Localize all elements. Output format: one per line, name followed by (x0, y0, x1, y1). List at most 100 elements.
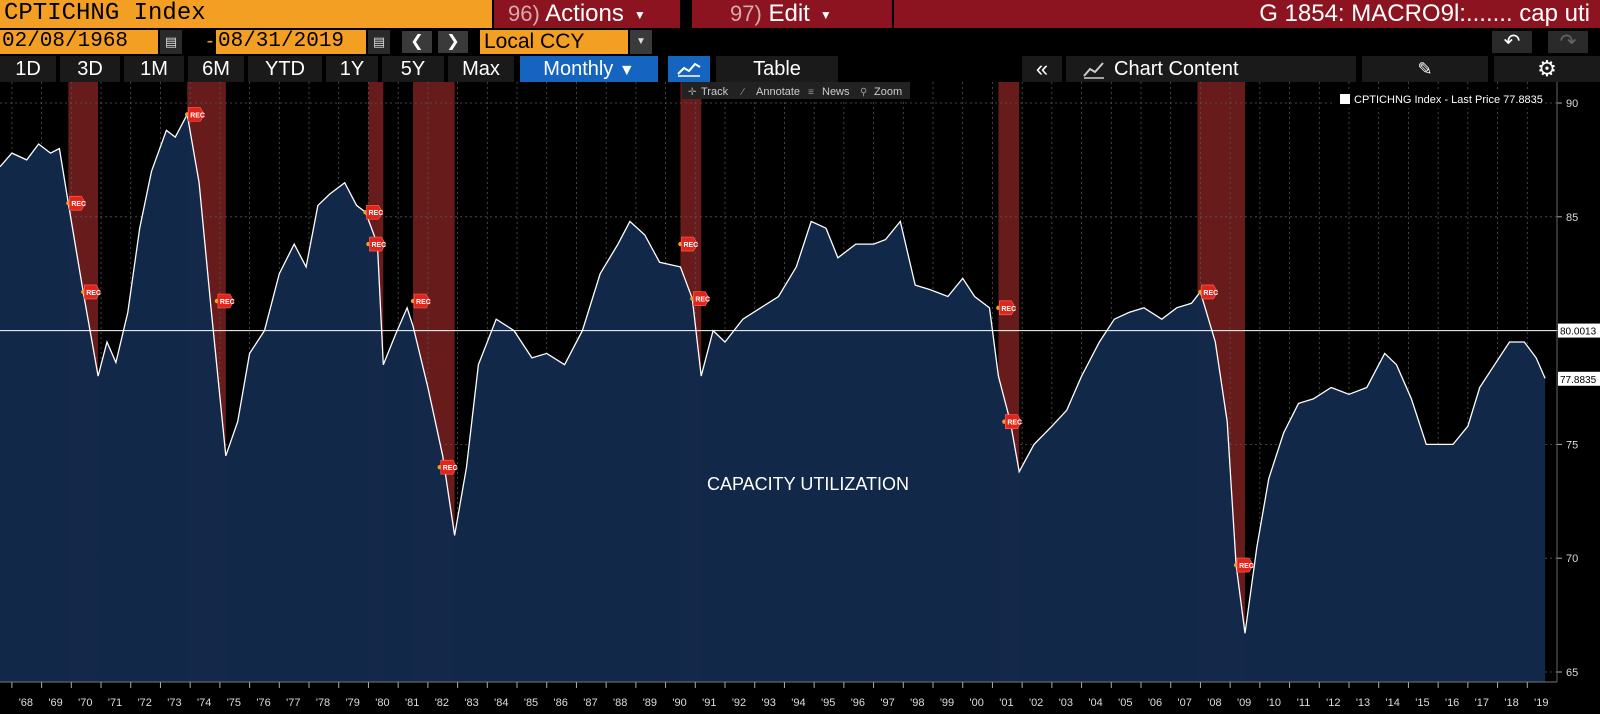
rec-marker-flag (693, 291, 710, 307)
x-tick-label: '87 (583, 697, 597, 709)
edit-number: 97) (730, 1, 762, 26)
calendar-icon[interactable]: ▤ (368, 30, 390, 54)
rec-marker[interactable]: REC (366, 236, 386, 252)
x-tick-label: '10 (1267, 697, 1281, 709)
chevron-right-icon[interactable]: ❯ (438, 31, 468, 53)
track-tool[interactable]: Track (701, 86, 729, 98)
period-1y-tab[interactable]: 1Y (326, 56, 378, 82)
period-1m-tab[interactable]: 1M (124, 56, 184, 82)
x-tick-label: '08 (1207, 697, 1221, 709)
actions-menu-button[interactable]: 96) Actions ▼ (494, 0, 680, 28)
crosshair-icon: ✛ (688, 87, 697, 98)
x-tick-label: '95 (821, 697, 835, 709)
rec-marker-label: REC (695, 297, 710, 304)
chart-content-button[interactable]: Chart Content (1066, 56, 1356, 82)
undo-icon[interactable]: ↶ (1492, 31, 1532, 53)
x-tick-label: '79 (346, 697, 360, 709)
start-date-field[interactable]: 02/08/1968 (0, 30, 158, 54)
rec-marker-flag (187, 107, 205, 122)
rec-marker[interactable]: REC (996, 300, 1016, 316)
edit-label: Edit (768, 0, 810, 27)
y-tick-label: 70 (1566, 553, 1578, 565)
edit-menu-button[interactable]: 97) Edit ▼ (692, 0, 892, 28)
rec-marker[interactable]: REC (437, 459, 458, 475)
redo-icon[interactable]: ↷ (1548, 31, 1588, 53)
x-tick-label: '03 (1059, 697, 1073, 709)
x-tick-label: '68 (19, 697, 33, 709)
x-tick-label: '19 (1534, 697, 1548, 709)
annotate-tool[interactable]: Annotate (756, 86, 800, 98)
legend-label: CPTICHNG Index - Last Price 77.8835 (1354, 94, 1543, 106)
x-tick-label: '02 (1029, 697, 1043, 709)
rec-marker-label: REC (371, 242, 386, 249)
rec-marker-label: REC (1001, 306, 1016, 313)
last-value-label: 77.8835 (1560, 375, 1597, 386)
rec-marker-label: REC (683, 242, 698, 249)
double-chevron-left-icon[interactable]: « (1022, 56, 1062, 82)
chevron-down-icon[interactable]: ▼ (630, 30, 652, 54)
x-tick-label: '72 (138, 697, 152, 709)
rec-marker-label: REC (86, 290, 101, 297)
period-max-tab[interactable]: Max (448, 56, 514, 82)
line-chart-icon[interactable] (668, 56, 710, 82)
x-tick-label: '70 (78, 697, 92, 709)
gear-icon[interactable]: ⚙ (1494, 56, 1600, 82)
end-date-field[interactable]: 08/31/2019 (216, 30, 366, 54)
rec-marker-flag (1236, 557, 1254, 573)
x-tick-label: '89 (643, 697, 657, 709)
zoom-icon: ⚲ (860, 87, 867, 98)
y-tick-label: 75 (1566, 439, 1578, 451)
chevron-left-icon[interactable]: ❮ (402, 31, 432, 53)
news-icon: ≡ (808, 87, 814, 98)
x-tick-label: '86 (554, 697, 568, 709)
x-tick-label: '81 (405, 697, 419, 709)
table-tab[interactable]: Table (716, 56, 838, 82)
rec-marker[interactable]: REC (80, 284, 101, 300)
rec-marker[interactable]: REC (1198, 284, 1218, 300)
x-tick-label: '17 (1475, 697, 1489, 709)
rec-marker-label: REC (71, 201, 86, 208)
rec-marker[interactable]: REC (214, 293, 235, 309)
calendar-icon[interactable]: ▤ (160, 30, 182, 54)
period-ytd-tab[interactable]: YTD (248, 56, 322, 82)
period-6m-tab[interactable]: 6M (188, 56, 244, 82)
rec-marker-label: REC (190, 112, 205, 119)
period-1d-tab[interactable]: 1D (0, 56, 56, 82)
rec-marker[interactable]: REC (184, 107, 205, 122)
rec-marker-label: REC (416, 299, 431, 306)
graph-title: G 1854: MACRO9l:....... cap uti (894, 0, 1600, 28)
recession-markers: REC REC REC REC REC REC REC REC REC REC REC REC REC R… (66, 107, 1254, 573)
pen-icon[interactable]: ✎ (1362, 56, 1488, 82)
rec-marker[interactable]: REC (363, 204, 383, 220)
x-tick-label: '73 (167, 697, 181, 709)
ticker-field[interactable]: CPTICHNG Index (0, 0, 492, 28)
rec-marker[interactable]: REC (410, 293, 431, 309)
x-tick-label: '83 (464, 697, 478, 709)
y-tick-label: 65 (1566, 667, 1578, 679)
rec-marker-flag (440, 459, 458, 475)
y-tick-label: 90 (1566, 98, 1578, 110)
period-5y-tab[interactable]: 5Y (382, 56, 444, 82)
x-tick-label: '96 (851, 697, 865, 709)
legend-swatch (1340, 94, 1350, 104)
x-axis-background (0, 682, 1600, 714)
rec-marker[interactable]: REC (66, 195, 86, 211)
period-3d-tab[interactable]: 3D (60, 56, 120, 82)
x-tick-label: '75 (227, 697, 241, 709)
rec-marker[interactable]: REC (1233, 557, 1254, 573)
rec-marker[interactable]: REC (690, 291, 710, 307)
frequency-select[interactable]: Monthly ▼ (520, 56, 658, 82)
rec-marker[interactable]: REC (678, 236, 698, 252)
news-tool[interactable]: News (822, 86, 850, 98)
area-fill (0, 114, 1546, 682)
y-tick-label: 85 (1566, 212, 1578, 224)
rec-marker-label: REC (368, 210, 383, 217)
currency-select[interactable]: Local CCY (480, 30, 628, 54)
capacity-utilization-chart[interactable]: REC REC REC REC REC REC REC REC REC REC REC REC REC R… (0, 82, 1600, 714)
zoom-tool[interactable]: Zoom (874, 86, 902, 98)
frequency-label: Monthly (543, 58, 614, 80)
x-tick-label: '13 (1356, 697, 1370, 709)
legend-box (1334, 90, 1534, 108)
rec-marker[interactable]: REC (1002, 414, 1022, 429)
